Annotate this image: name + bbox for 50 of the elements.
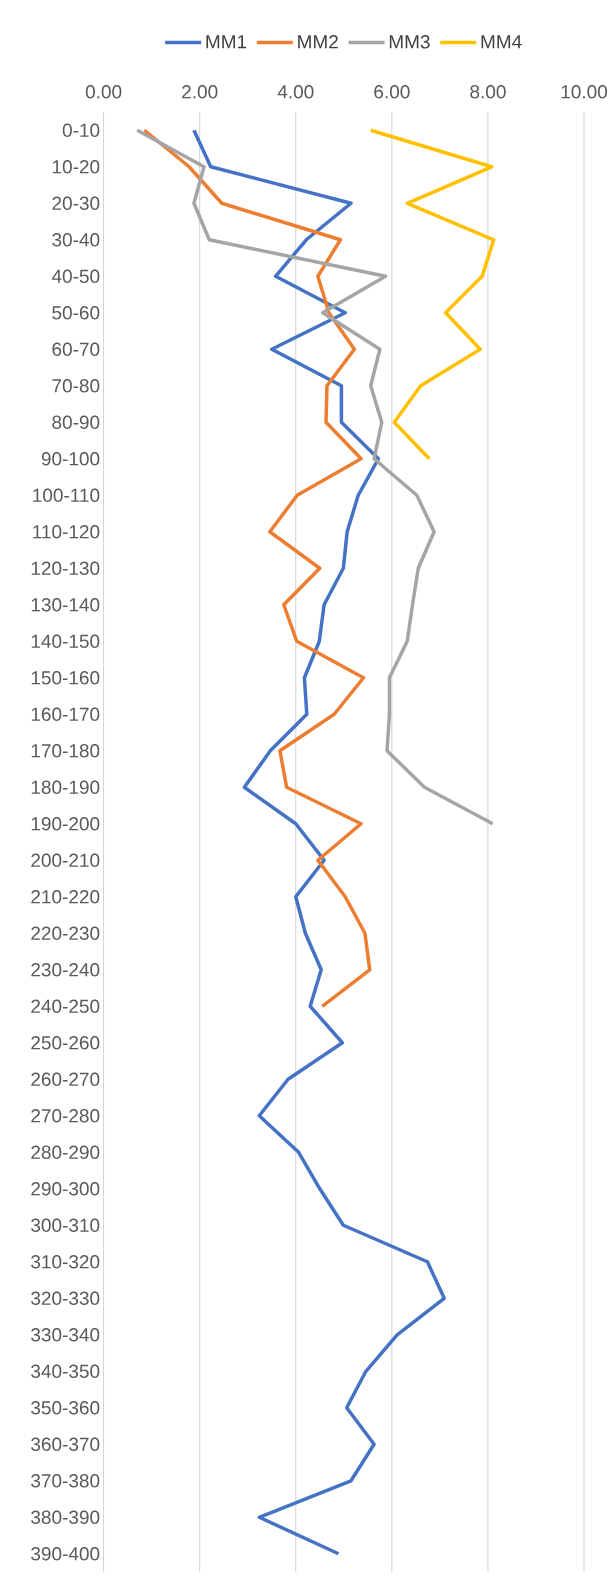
- y-tick-label: 310-320: [31, 1255, 100, 1269]
- y-tick-label: 210-220: [31, 890, 100, 904]
- y-tick-label: 90-100: [41, 452, 100, 466]
- y-tick-label: 250-260: [31, 1036, 100, 1050]
- y-tick-label: 330-340: [31, 1328, 100, 1342]
- y-tick-label: 200-210: [31, 853, 100, 867]
- y-tick-label: 70-80: [52, 379, 100, 393]
- x-tick-label: 4.00: [277, 85, 314, 99]
- y-tick-label: 360-370: [31, 1437, 100, 1451]
- y-tick-label: 370-380: [31, 1474, 100, 1488]
- y-tick-label: 300-310: [31, 1218, 100, 1232]
- y-tick-label: 280-290: [31, 1145, 100, 1159]
- y-tick-label: 180-190: [31, 780, 100, 794]
- y-tick-label: 0-10: [62, 123, 100, 137]
- y-tick-label: 150-160: [31, 671, 100, 685]
- legend-label: MM4: [481, 35, 522, 49]
- y-tick-label: 170-180: [31, 744, 100, 758]
- x-tick-label: 6.00: [374, 85, 410, 99]
- y-tick-label: 390-400: [31, 1547, 100, 1561]
- y-tick-label: 290-300: [31, 1182, 100, 1196]
- y-tick-label: 50-60: [52, 306, 100, 320]
- y-tick-label: 380-390: [31, 1510, 100, 1524]
- y-tick-label: 60-70: [52, 342, 100, 356]
- y-tick-label: 130-140: [31, 598, 100, 612]
- y-tick-label: 100-110: [33, 488, 100, 502]
- y-tick-label: 260-270: [31, 1072, 100, 1086]
- y-tick-label: 120-130: [31, 561, 100, 575]
- y-tick-label: 20-30: [52, 196, 100, 210]
- y-tick-label: 320-330: [31, 1291, 100, 1305]
- y-tick-label: 220-230: [31, 926, 100, 940]
- y-tick-label: 350-360: [31, 1401, 100, 1415]
- x-tick-label: 8.00: [470, 85, 506, 99]
- x-tick-label: 10.00: [561, 85, 608, 99]
- y-tick-label: 240-250: [31, 999, 100, 1013]
- y-tick-label: 160-170: [31, 707, 100, 721]
- x-tick-label: 0.00: [85, 85, 122, 99]
- y-tick-label: 30-40: [52, 233, 100, 247]
- y-tick-label: 40-50: [51, 269, 100, 283]
- y-tick-label: 190-200: [31, 817, 100, 831]
- y-tick-label: 230-240: [31, 963, 100, 977]
- y-tick-label: 340-350: [31, 1364, 100, 1378]
- y-tick-label: 110-120: [33, 525, 100, 539]
- y-tick-label: 80-90: [52, 415, 100, 429]
- x-tick-label: 2.00: [182, 85, 218, 99]
- y-tick-label: 10-20: [52, 160, 100, 174]
- y-tick-label: 140-150: [31, 634, 100, 648]
- legend-label: MM3: [389, 35, 430, 49]
- legend-label: MM2: [298, 35, 338, 49]
- legend-label: MM1: [206, 35, 247, 49]
- y-tick-label: 270-280: [31, 1109, 100, 1123]
